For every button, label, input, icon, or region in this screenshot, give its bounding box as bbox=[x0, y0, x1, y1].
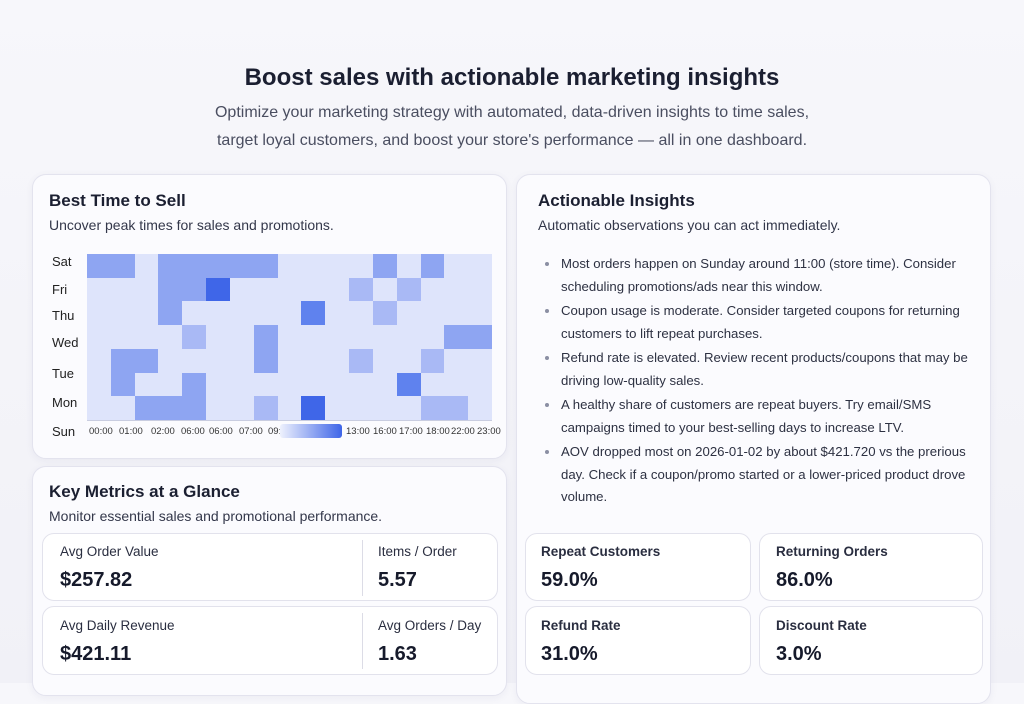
metric-discount-box: Discount Rate 3.0% bbox=[759, 606, 983, 675]
page-subtitle-line1: Optimize your marketing strategy with au… bbox=[214, 104, 810, 121]
divider bbox=[362, 540, 363, 596]
metric-revenue-box: Avg Daily Revenue $421.11 Avg Orders / D… bbox=[42, 606, 498, 675]
heatmap-cell bbox=[420, 396, 445, 420]
insights-description: Automatic observations you can act immed… bbox=[538, 217, 841, 233]
metric-value: 5.57 bbox=[378, 569, 417, 591]
metric-value: 86.0% bbox=[776, 569, 833, 591]
day-label: Fri bbox=[52, 282, 68, 297]
x-tick-label: 06:00 bbox=[209, 426, 233, 437]
x-tick-label: 13:00 bbox=[346, 426, 370, 437]
page-title: Boost sales with actionable marketing in… bbox=[244, 64, 780, 91]
heatmap-cell bbox=[253, 325, 278, 349]
insights-title: Actionable Insights bbox=[538, 191, 695, 210]
metric-label: Avg Daily Revenue bbox=[60, 618, 175, 633]
heatmap-cell bbox=[349, 277, 373, 302]
heatmap-cell bbox=[87, 254, 111, 278]
heatmap-cell bbox=[420, 254, 445, 278]
x-tick-label: 23:00 bbox=[477, 426, 501, 437]
insight-item: Most orders happen on Sunday around 11:0… bbox=[541, 253, 981, 298]
metric-label: Repeat Customers bbox=[541, 544, 661, 559]
metric-label: Items / Order bbox=[378, 544, 457, 559]
metric-value: 1.63 bbox=[378, 643, 417, 665]
metric-aov-box: Avg Order Value $257.82 Items / Order 5.… bbox=[42, 533, 498, 601]
metric-label: Refund Rate bbox=[541, 618, 621, 633]
heatmap-cell bbox=[420, 348, 445, 373]
day-label: Wed bbox=[52, 335, 79, 350]
best-time-title: Best Time to Sell bbox=[49, 191, 186, 210]
x-tick-label: 02:00 bbox=[151, 426, 175, 437]
heatmap-cell bbox=[444, 325, 469, 349]
key-metrics-title: Key Metrics at a Glance bbox=[49, 482, 240, 501]
heatmap-cell bbox=[396, 277, 421, 302]
heatmap-cell bbox=[444, 396, 469, 420]
heatmap-cell bbox=[182, 325, 207, 349]
heatmap-cell bbox=[110, 254, 135, 278]
day-label: Tue bbox=[52, 366, 74, 381]
metric-label: Returning Orders bbox=[776, 544, 888, 559]
metric-repeat-box: Repeat Customers 59.0% bbox=[525, 533, 751, 601]
metric-returning-box: Returning Orders 86.0% bbox=[759, 533, 983, 601]
metric-value: $257.82 bbox=[60, 569, 133, 591]
x-tick-label: 16:00 bbox=[373, 426, 397, 437]
x-tick-label: 22:00 bbox=[451, 426, 475, 437]
insights-list: Most orders happen on Sunday around 11:0… bbox=[541, 253, 981, 511]
metric-value: 31.0% bbox=[541, 643, 598, 665]
x-axis-line bbox=[87, 420, 492, 421]
heatmap-cell bbox=[158, 301, 183, 326]
heatmap-cell bbox=[134, 348, 159, 373]
heatmap-grid bbox=[87, 254, 492, 420]
metric-value: 59.0% bbox=[541, 569, 598, 591]
heatmap-cell bbox=[253, 348, 278, 373]
x-tick-label: 01:00 bbox=[119, 426, 143, 437]
metric-value: $421.11 bbox=[60, 643, 132, 665]
insight-item: AOV dropped most on 2026-01-02 by about … bbox=[541, 441, 981, 509]
heatmap-cell bbox=[182, 254, 207, 278]
heatmap-cell bbox=[349, 348, 373, 373]
heatmap-cell bbox=[182, 277, 207, 302]
heatmap-cell bbox=[253, 396, 278, 420]
heatmap-cell bbox=[301, 396, 326, 420]
best-time-description: Uncover peak times for sales and promoti… bbox=[49, 217, 334, 233]
insight-item: Coupon usage is moderate. Consider targe… bbox=[541, 300, 981, 345]
x-tick-label: 18:00 bbox=[426, 426, 450, 437]
metric-label: Avg Orders / Day bbox=[378, 618, 482, 633]
x-tick-label: 17:00 bbox=[399, 426, 423, 437]
x-tick-label: 09: bbox=[268, 426, 282, 437]
heatmap-cell bbox=[396, 372, 421, 397]
metric-refund-box: Refund Rate 31.0% bbox=[525, 606, 751, 675]
day-label: Mon bbox=[52, 395, 78, 410]
metric-value: 3.0% bbox=[776, 643, 822, 665]
heatmap-cell bbox=[182, 372, 207, 397]
heatmap-cell bbox=[468, 325, 492, 349]
heatmap-cell bbox=[206, 254, 230, 278]
day-label: Thu bbox=[52, 308, 75, 323]
heatmap-cell bbox=[229, 254, 254, 278]
x-tick-label: 00:00 bbox=[89, 426, 113, 437]
insight-item: Refund rate is elevated. Review recent p… bbox=[541, 347, 981, 392]
heatmap-cell bbox=[110, 348, 135, 373]
insight-item: A healthy share of customers are repeat … bbox=[541, 394, 981, 439]
heatmap-cell bbox=[158, 277, 183, 302]
heatmap-cell bbox=[134, 396, 159, 420]
heatmap-cell bbox=[372, 301, 397, 326]
heatmap-cell bbox=[158, 396, 183, 420]
divider bbox=[362, 613, 363, 669]
heatmap-cell bbox=[182, 396, 207, 420]
day-label: Sat bbox=[52, 254, 72, 269]
heatmap-cell bbox=[158, 254, 183, 278]
heatmap-cell bbox=[372, 254, 397, 278]
heatmap-cell bbox=[110, 372, 135, 397]
day-label: Sun bbox=[52, 424, 76, 439]
key-metrics-description: Monitor essential sales and promotional … bbox=[49, 508, 383, 524]
heatmap-cell bbox=[301, 301, 326, 326]
metric-label: Avg Order Value bbox=[60, 544, 159, 559]
x-tick-label: 07:00 bbox=[239, 426, 263, 437]
x-tick-label: 06:00 bbox=[181, 426, 205, 437]
heatmap-cell bbox=[206, 277, 230, 302]
page-subtitle-line2: target loyal customers, and boost your s… bbox=[216, 132, 808, 149]
metric-label: Discount Rate bbox=[776, 618, 867, 633]
heatmap-cell bbox=[253, 254, 278, 278]
color-scale-legend bbox=[280, 424, 342, 438]
